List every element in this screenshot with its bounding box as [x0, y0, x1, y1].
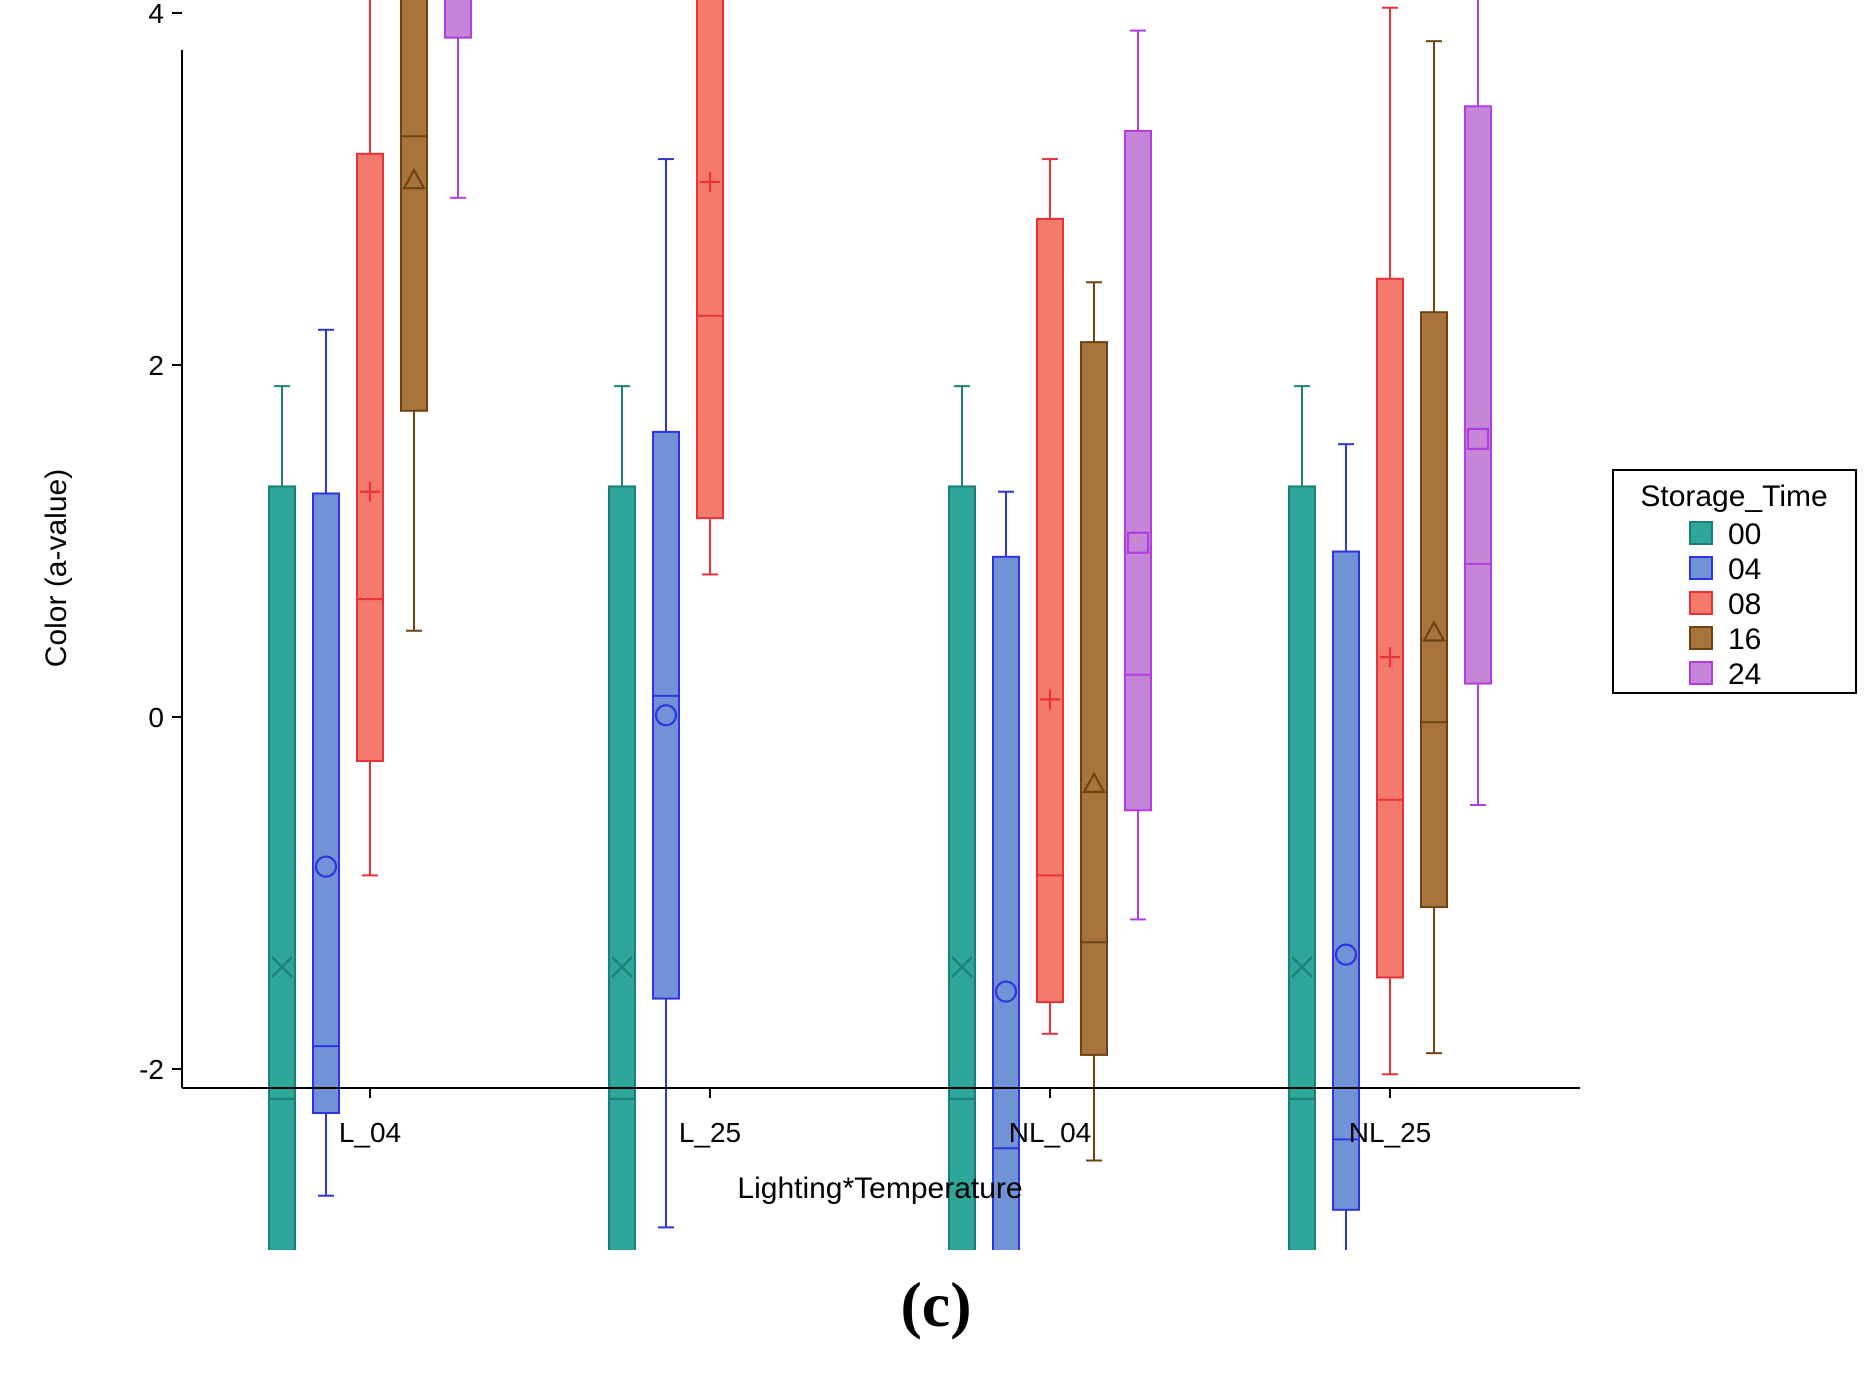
- legend-swatch-16: [1689, 626, 1713, 650]
- box-L_25-08: [696, 0, 724, 576]
- mean-marker-triangle: [1422, 620, 1446, 642]
- y-tick-label: 0: [148, 702, 164, 733]
- mean-marker-x: [1291, 956, 1313, 978]
- box-NL_04-04: [992, 490, 1020, 1250]
- box-L_25-04: [652, 158, 680, 1229]
- legend-swatch-24: [1689, 661, 1713, 685]
- box-L_04-08: [356, 0, 384, 877]
- x-tick-label: L_04: [339, 1117, 401, 1148]
- plot-area: [268, 0, 1492, 1250]
- y-tick-label: 4: [148, 0, 164, 29]
- iqr-box: [696, 0, 724, 520]
- box-L_04-24: [444, 0, 472, 199]
- y-tick-label: 2: [148, 350, 164, 381]
- iqr-box: [1420, 311, 1448, 909]
- mean-marker-x: [951, 956, 973, 978]
- x-tick-label: NL_04: [1009, 1117, 1092, 1148]
- iqr-box: [356, 152, 384, 763]
- mean-marker-plus: [1040, 689, 1060, 710]
- legend-label-16: 16: [1728, 623, 1761, 656]
- legend-title: Storage_Time: [1640, 480, 1827, 513]
- mean-marker-circle: [314, 855, 338, 878]
- mean-marker-circle: [654, 704, 678, 727]
- mean-marker-plus: [700, 171, 720, 192]
- iqr-box: [652, 430, 680, 1000]
- mean-marker-triangle: [402, 167, 426, 190]
- iqr-box: [608, 485, 636, 1250]
- legend-swatch-00: [1689, 521, 1713, 545]
- box-NL_25-00: [1288, 385, 1316, 1250]
- legend-label-00: 00: [1728, 518, 1761, 551]
- x-axis-title: Lighting*Temperature: [737, 1172, 1022, 1205]
- mean-marker-plus: [360, 481, 380, 502]
- box-NL_04-24: [1124, 29, 1152, 921]
- mean-marker-square: [1466, 427, 1490, 451]
- box-NL_25-16: [1420, 40, 1448, 1055]
- mean-marker-x: [271, 956, 293, 978]
- y-tick-label: -2: [139, 1054, 164, 1085]
- box-NL_04-08: [1036, 158, 1064, 1035]
- mean-marker-x: [611, 956, 633, 978]
- x-tick-label: NL_25: [1349, 1117, 1432, 1148]
- iqr-box: [1080, 341, 1108, 1056]
- box-NL_25-24: [1464, 0, 1492, 806]
- box-NL_04-16: [1080, 281, 1108, 1162]
- iqr-box: [1288, 485, 1316, 1250]
- mean-marker-triangle: [1082, 771, 1106, 793]
- iqr-box: [444, 0, 472, 39]
- legend-swatch-04: [1689, 556, 1713, 580]
- iqr-box: [1464, 105, 1492, 685]
- box-L_25-00: [608, 385, 636, 1250]
- box-L_04-16: [400, 0, 428, 632]
- box-L_04-00: [268, 385, 296, 1250]
- iqr-box: [992, 555, 1020, 1250]
- legend-frame: [1612, 469, 1857, 694]
- box-NL_04-00: [948, 385, 976, 1250]
- panel-label: (c): [900, 1269, 972, 1340]
- legend-swatch-08: [1689, 591, 1713, 615]
- iqr-box: [1376, 277, 1404, 979]
- iqr-box: [1332, 550, 1360, 1211]
- mean-marker-plus: [1380, 647, 1400, 668]
- iqr-box: [400, 0, 428, 412]
- mean-marker-circle: [1334, 943, 1358, 966]
- y-axis-title: Color (a-value): [40, 469, 73, 667]
- mean-marker-square: [1126, 531, 1150, 554]
- box-L_04-04: [312, 328, 340, 1197]
- mean-marker-circle: [994, 980, 1018, 1003]
- legend-label-08: 08: [1728, 588, 1761, 621]
- box-NL_25-08: [1376, 6, 1404, 1076]
- box-NL_25-04: [1332, 443, 1360, 1250]
- iqr-box: [948, 485, 976, 1250]
- iqr-box: [1036, 217, 1064, 1004]
- legend-label-24: 24: [1728, 658, 1761, 691]
- iqr-box: [268, 485, 296, 1250]
- iqr-box: [312, 492, 340, 1115]
- iqr-box: [1124, 129, 1152, 812]
- x-tick-label: L_25: [679, 1117, 741, 1148]
- legend-label-04: 04: [1728, 553, 1761, 586]
